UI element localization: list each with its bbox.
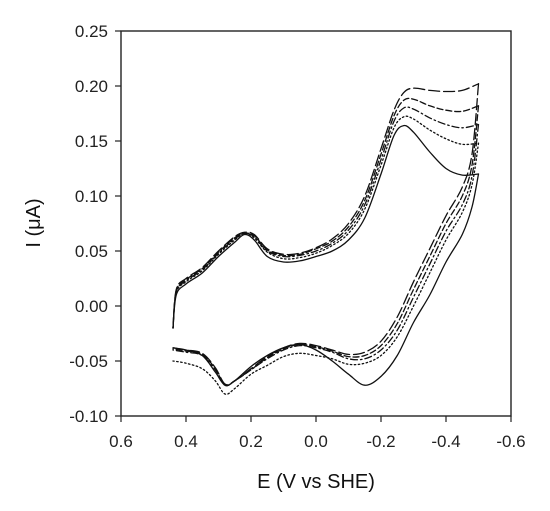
y-tick-label: -0.05 (69, 352, 108, 371)
cv-curve-long-dash-forward (172, 83, 480, 329)
y-tick-label: -0.10 (69, 407, 108, 426)
x-tick-label: 0.4 (174, 432, 198, 451)
x-tick-label: 0.2 (239, 432, 263, 451)
x-tick-label: 0.6 (109, 432, 133, 451)
x-tick-label: -0.4 (431, 432, 460, 451)
y-tick-label: 0.20 (75, 77, 108, 96)
cv-curve-medium-dash-reverse (172, 105, 480, 387)
x-axis-title: E (V vs SHE) (257, 471, 375, 493)
cv-curve-dash-dot-reverse (172, 123, 480, 387)
y-tick-label: 0.15 (75, 132, 108, 151)
x-tick-label: 0.0 (304, 432, 328, 451)
y-tick-label: 0.10 (75, 187, 108, 206)
y-tick-label: 0.05 (75, 242, 108, 261)
y-tick-label: 0.00 (75, 297, 108, 316)
cv-curve-solid-forward (172, 124, 480, 329)
y-tick-label: 0.25 (75, 22, 108, 41)
plot-frame (120, 30, 512, 417)
cv-curve-dotted-forward (172, 115, 480, 329)
x-tick-label: -0.6 (496, 432, 525, 451)
cv-curve-long-dash-reverse (172, 83, 480, 386)
y-axis-title: I (μA) (23, 198, 45, 247)
cv-curve-dotted-reverse (172, 142, 480, 395)
y-tick-labels: -0.10 -0.05 0.00 0.05 0.10 0.15 0.20 0.25 (69, 22, 108, 426)
axis-ticks (115, 30, 512, 422)
voltammogram-curves (172, 83, 480, 395)
cv-curve-medium-dash-forward (172, 97, 480, 329)
cv-curve-solid-reverse (172, 173, 480, 387)
x-tick-label: -0.2 (366, 432, 395, 451)
x-tick-labels: 0.6 0.4 0.2 0.0 -0.2 -0.4 -0.6 (109, 432, 525, 451)
cv-curve-dash-dot-forward (172, 106, 480, 329)
